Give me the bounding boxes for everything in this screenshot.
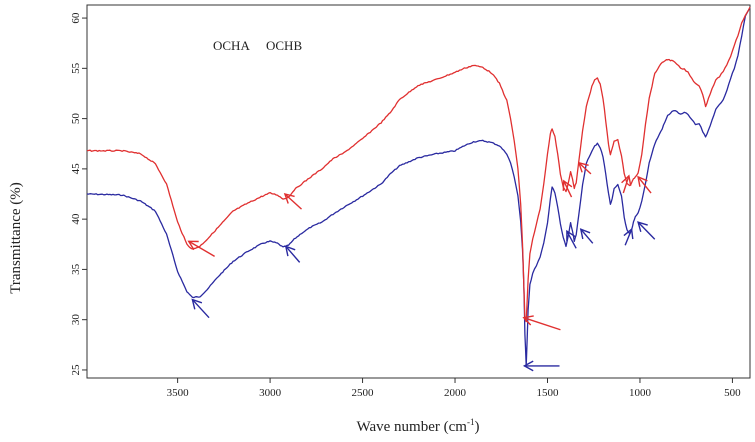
peak-arrow xyxy=(283,193,302,210)
peak-arrow xyxy=(187,240,215,257)
y-tick-label: 50 xyxy=(70,113,82,125)
axis-ticks: 3500 3000 2500 2000 1500 1000 500 25 30 35 40 45 50 5… xyxy=(70,12,741,399)
x-axis-title-close: ) xyxy=(474,419,479,435)
y-axis-title: Transmittance (%) xyxy=(8,182,24,294)
series-line-ocha xyxy=(86,7,751,367)
peak-arrow xyxy=(566,229,577,249)
y-tick-label: 55 xyxy=(70,62,82,74)
legend-label-ochb: OCHB xyxy=(266,38,302,53)
y-tick-label: 60 xyxy=(70,12,82,24)
y-tick-label: 25 xyxy=(70,364,82,376)
x-tick-label: 3500 xyxy=(167,387,190,399)
x-axis-title-superscript: -1 xyxy=(467,417,475,427)
peak-arrow xyxy=(191,298,210,319)
peak-arrow xyxy=(284,245,301,263)
legend-label-ocha: OCHA xyxy=(213,38,250,53)
x-tick-label: 1500 xyxy=(536,387,559,399)
y-tick-label: 40 xyxy=(70,213,82,225)
series-line-ochb xyxy=(86,6,751,323)
peak-arrow xyxy=(522,315,561,331)
peak-arrow xyxy=(623,227,634,246)
peak-arrow xyxy=(579,228,594,244)
x-axis-title: Wave number (cm-1) xyxy=(357,417,480,435)
peak-arrow xyxy=(577,161,592,175)
y-tick-label: 30 xyxy=(70,314,82,326)
x-tick-label: 3000 xyxy=(259,387,282,399)
y-tick-label: 35 xyxy=(70,263,82,275)
peak-arrows xyxy=(187,161,656,372)
peak-arrow xyxy=(522,360,560,372)
plot-frame xyxy=(86,4,751,379)
series-lines xyxy=(86,6,751,367)
peak-arrow xyxy=(637,175,652,194)
x-tick-label: 2000 xyxy=(444,387,467,399)
y-tick-label: 45 xyxy=(70,163,82,175)
peak-arrow xyxy=(562,179,573,198)
x-tick-label: 500 xyxy=(724,387,741,399)
x-tick-label: 1000 xyxy=(629,387,652,399)
x-tick-label: 2500 xyxy=(352,387,375,399)
peak-arrow xyxy=(621,174,632,194)
peak-arrow xyxy=(637,221,656,240)
